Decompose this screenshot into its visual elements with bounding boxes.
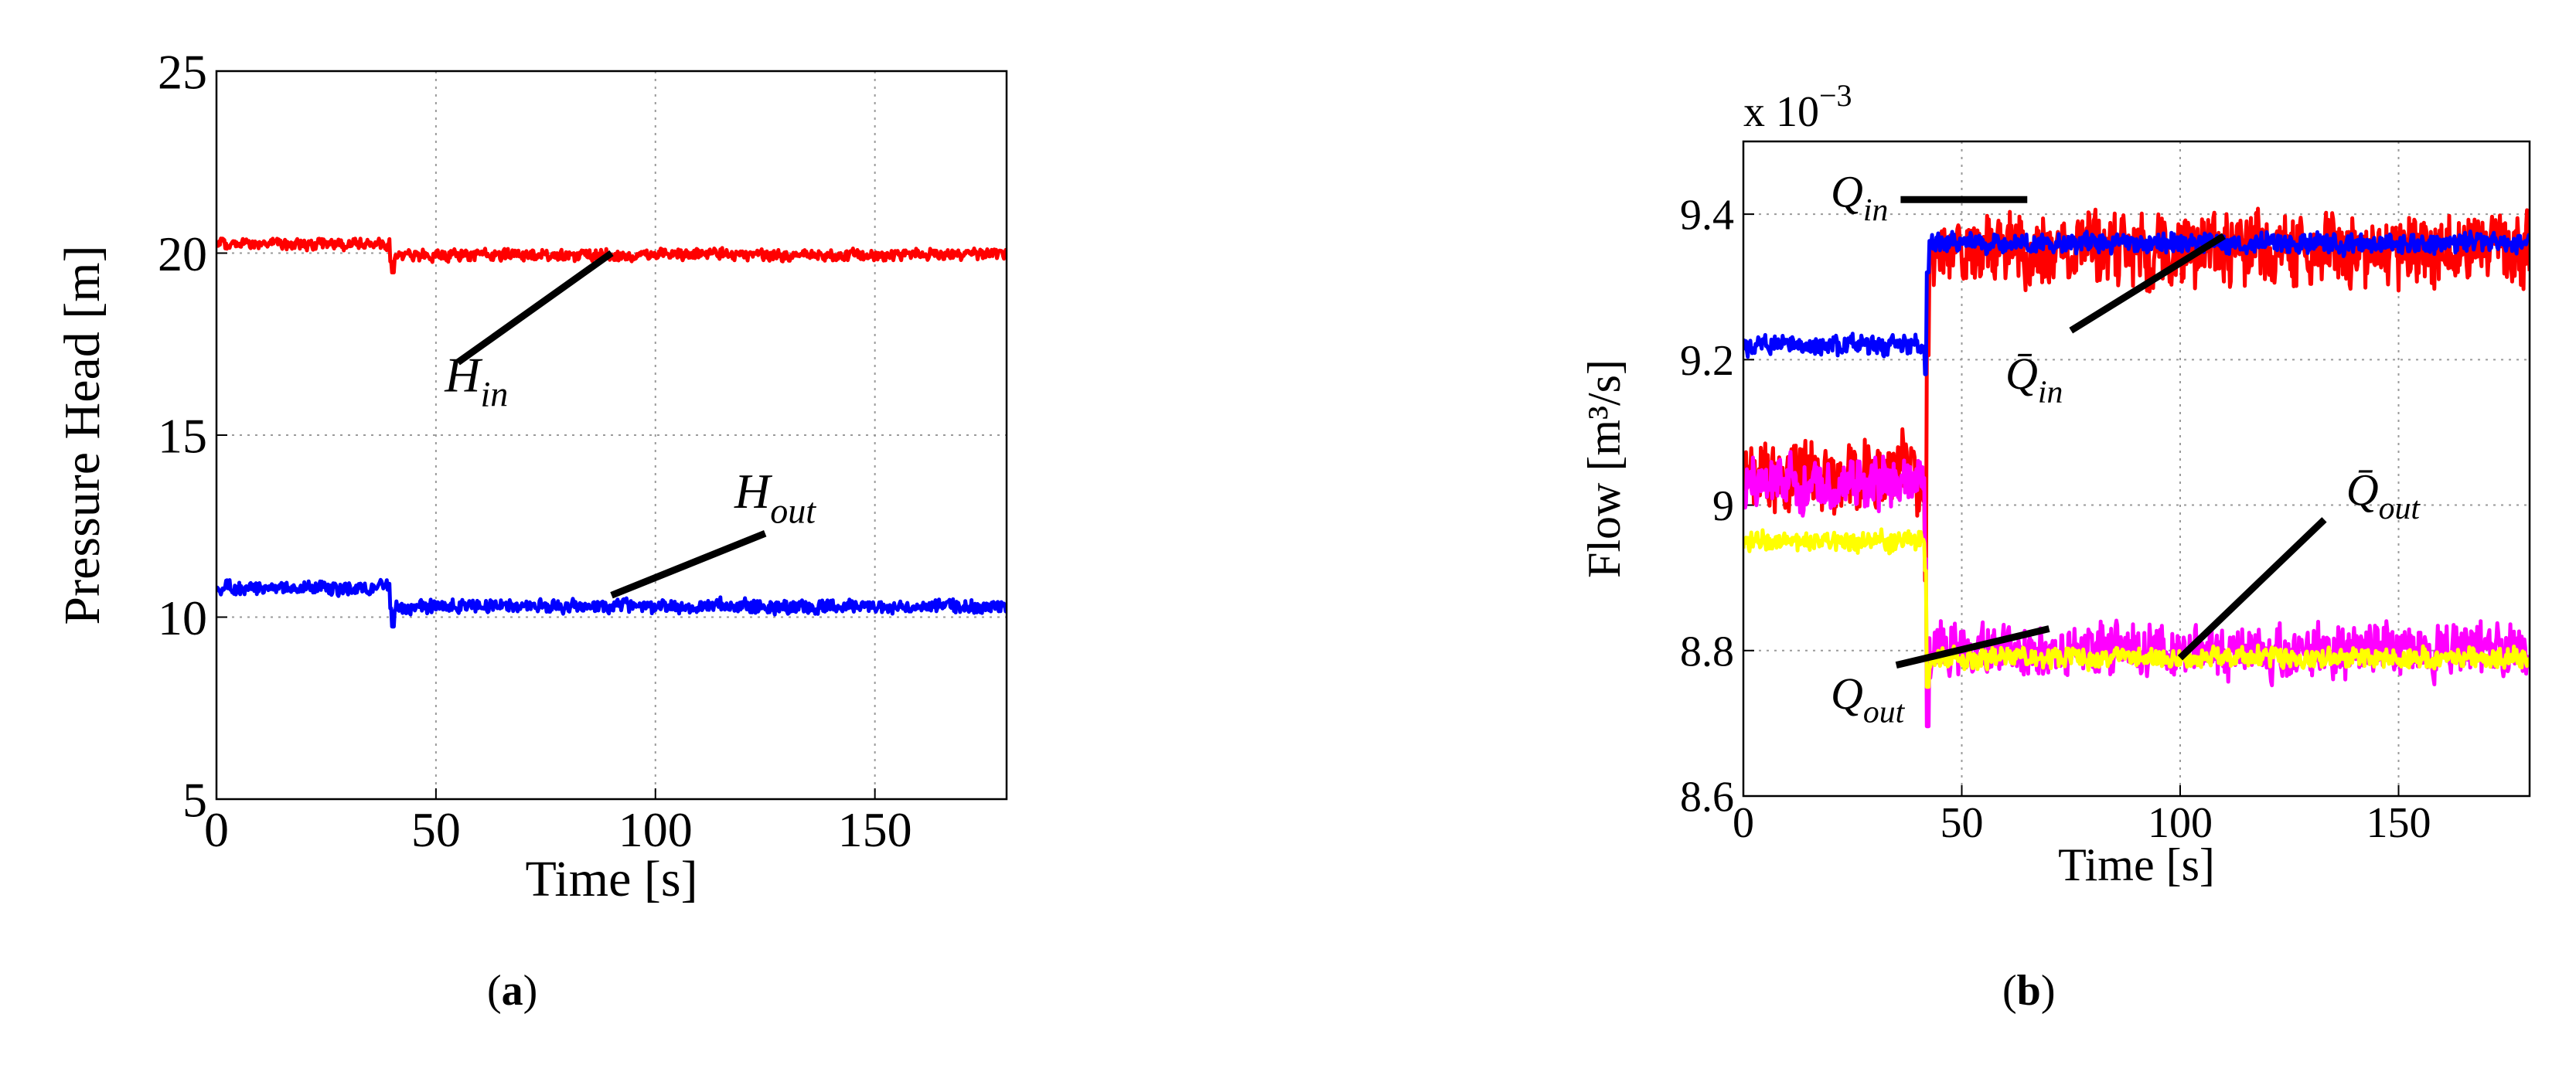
annotations: Qin Q̄in Qout Q̄out — [1831, 167, 2421, 730]
series-line-h-out — [216, 577, 1007, 629]
y-tick-label: 25 — [158, 44, 207, 99]
x-tick-label: 100 — [2148, 799, 2213, 847]
x-axis-label: Time [s] — [525, 851, 697, 907]
y-axis-label: Pressure Head [m] — [54, 245, 111, 624]
x-tick-label: 0 — [1733, 799, 1754, 847]
annotation-pointer-line — [1895, 625, 2050, 669]
x-tick-label: 50 — [1941, 799, 1984, 847]
y-tick-label: 8.6 — [1680, 774, 1734, 822]
y-tick-label: 8.8 — [1680, 628, 1734, 675]
x-tick-label: 100 — [618, 802, 693, 857]
annotation-pointer-line — [2069, 233, 2226, 334]
annotation-pointer-line — [610, 529, 767, 599]
annotation-pointer-line — [455, 250, 614, 366]
y-axis-label: Flow [m³/s] — [1579, 359, 1630, 578]
y-tick-label: 5 — [182, 772, 207, 827]
annotation-pointer-line — [2177, 517, 2327, 661]
panel-b-flow-chart: 0 50 100 150 8.6 8.8 9 9.2 9.4 Time [s] Flow [m³/s… — [1579, 78, 2531, 890]
annotations: Hin Hout — [444, 250, 816, 599]
series-line-q--in — [1743, 230, 2530, 376]
y-tick-label: 20 — [158, 226, 207, 281]
panel-a-caption: (a) — [487, 967, 538, 1015]
series-group — [1743, 206, 2530, 729]
annotation-label-qout: Qout — [1831, 669, 1906, 730]
y-tick-label: 15 — [158, 408, 207, 463]
panel-b-caption: (b) — [2002, 967, 2056, 1015]
panel-a-pressure-head-chart: 0 50 100 150 5 10 15 20 25 Time [s] Pressure Head … — [54, 44, 1008, 907]
x-tick-label: 0 — [204, 802, 229, 857]
x-tick-label: 150 — [2366, 799, 2431, 847]
annotation-label-q̄in: Q̄in — [2005, 349, 2063, 410]
y-tick-label: 9.2 — [1680, 337, 1734, 385]
annotation-label-hin: Hin — [444, 347, 508, 413]
x-axis-label: Time [s] — [2058, 839, 2215, 890]
plot-frame — [1742, 140, 2531, 798]
y-tick-label: 9 — [1712, 482, 1734, 530]
x-tick-label: 150 — [838, 802, 912, 857]
axis-scale-factor: x 10−3 — [1743, 78, 1852, 136]
y-tick-label: 9.4 — [1680, 192, 1734, 240]
series-line-q--out — [1743, 527, 2530, 689]
axis-ticks-and-grid: 0 50 100 150 5 10 15 20 25 — [158, 44, 1007, 857]
y-tick-label: 10 — [158, 590, 207, 645]
annotation-label-hout: Hout — [734, 464, 816, 530]
plot-frame — [215, 70, 1008, 801]
x-tick-label: 50 — [411, 802, 461, 857]
annotation-label-qin: Qin — [1831, 167, 1888, 228]
annotation-label-q̄out: Q̄out — [2346, 465, 2421, 526]
